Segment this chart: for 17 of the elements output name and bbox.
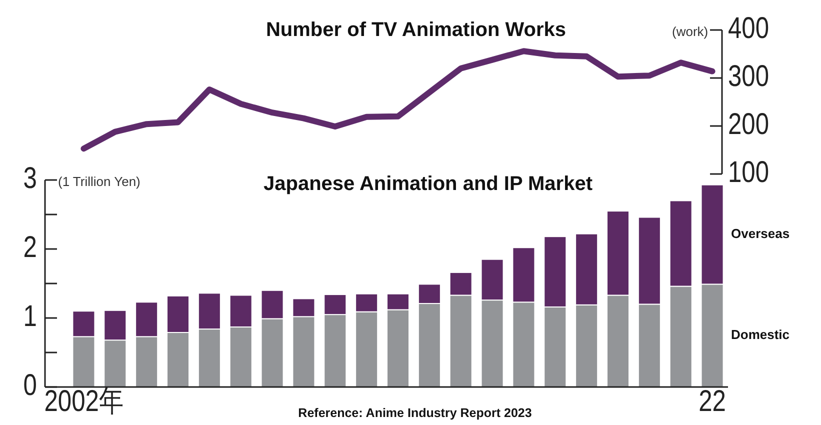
xtick-label: 2002年 [44, 384, 124, 418]
ytick-label: 2 [23, 230, 37, 264]
annotation: Reference: Anime Industry Report 2023 [298, 406, 532, 420]
ytick-label: 400 [728, 10, 770, 44]
series-label: Domestic [731, 327, 790, 342]
title: Number of TV Animation Works [266, 19, 566, 41]
ylabel: (work) [672, 24, 708, 39]
ytick-label: 300 [728, 58, 770, 92]
ytick-label: 3 [23, 160, 37, 194]
title: Japanese Animation and IP Market [264, 173, 592, 195]
ytick-label: 0 [23, 368, 37, 402]
xtick-label: 22 [698, 384, 726, 418]
ylabel: (1 Trillion Yen) [58, 174, 140, 189]
series-label: Overseas [731, 226, 790, 241]
ytick-label: 200 [728, 106, 770, 140]
ytick-label: 100 [728, 154, 770, 188]
ytick-label: 1 [23, 298, 37, 332]
